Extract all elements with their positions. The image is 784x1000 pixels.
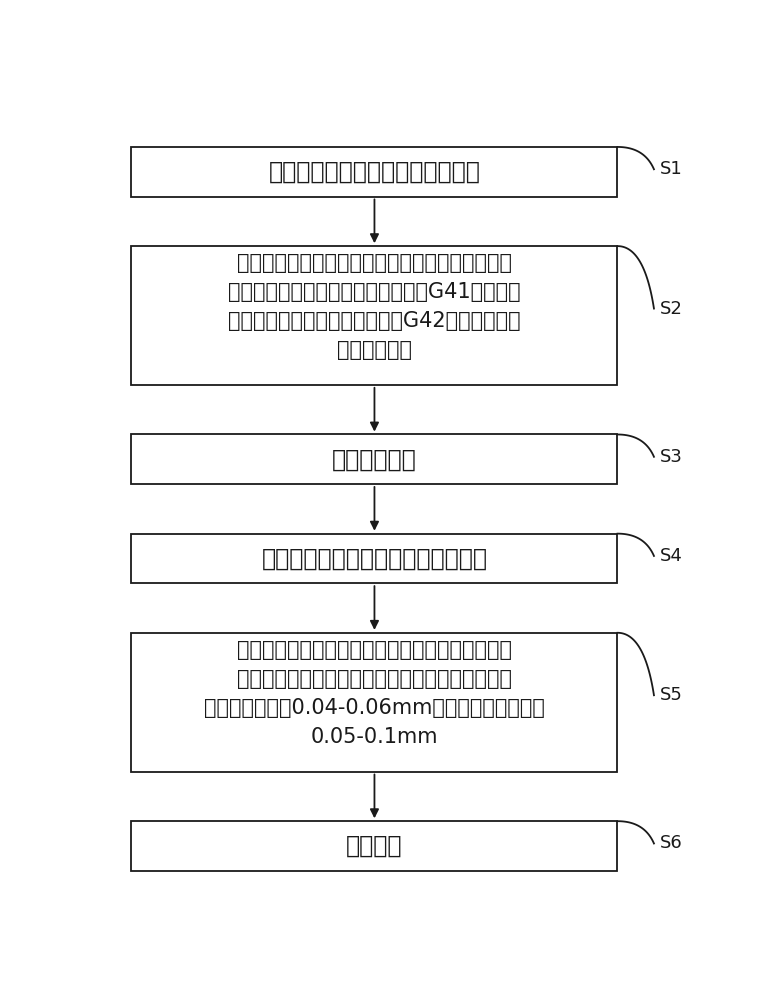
Text: S2: S2 [660, 300, 683, 318]
Text: S1: S1 [660, 160, 683, 178]
Bar [132, 534, 618, 583]
Text: S6: S6 [660, 834, 683, 852]
Text: 锣带补偿值为负0.04-0.06mm，外围锣带补偿值为: 锣带补偿值为负0.04-0.06mm，外围锣带补偿值为 [204, 698, 545, 718]
Text: 锣板成型: 锣板成型 [347, 834, 403, 858]
Bar [132, 147, 618, 197]
Text: S5: S5 [660, 686, 683, 704]
Text: S4: S4 [660, 547, 683, 565]
Text: 根据客户要求制作线路板外形边框: 根据客户要求制作线路板外形边框 [269, 160, 481, 184]
Text: 根据需要加工的线路板产品型号调取相应的锣带资: 根据需要加工的线路板产品型号调取相应的锣带资 [237, 640, 512, 660]
Text: 制作外围锣带: 制作外围锣带 [337, 340, 412, 360]
Text: S3: S3 [660, 448, 683, 466]
Text: 不同规格尺寸的锣刀，并采用逆时针G41左补偿的: 不同规格尺寸的锣刀，并采用逆时针G41左补偿的 [228, 282, 521, 302]
Bar [132, 821, 618, 871]
Bar [132, 246, 618, 385]
Text: 锣带资料输出: 锣带资料输出 [332, 447, 417, 471]
Text: 0.05-0.1mm: 0.05-0.1mm [310, 727, 438, 747]
Bar [132, 434, 618, 484]
Text: 方式制作内槽锣带，采用逆时针G42右补偿的方式: 方式制作内槽锣带，采用逆时针G42右补偿的方式 [228, 311, 521, 331]
Bar [132, 633, 618, 772]
Text: 将需要加工的线路板固定至锣机机台: 将需要加工的线路板固定至锣机机台 [261, 546, 488, 570]
Text: 料，并设定锣机工作参数和锣带补偿值，其中内槽: 料，并设定锣机工作参数和锣带补偿值，其中内槽 [237, 669, 512, 689]
Text: 制作锣带资料，根据线路板设计的内槽大小，匹配: 制作锣带资料，根据线路板设计的内槽大小，匹配 [237, 253, 512, 273]
